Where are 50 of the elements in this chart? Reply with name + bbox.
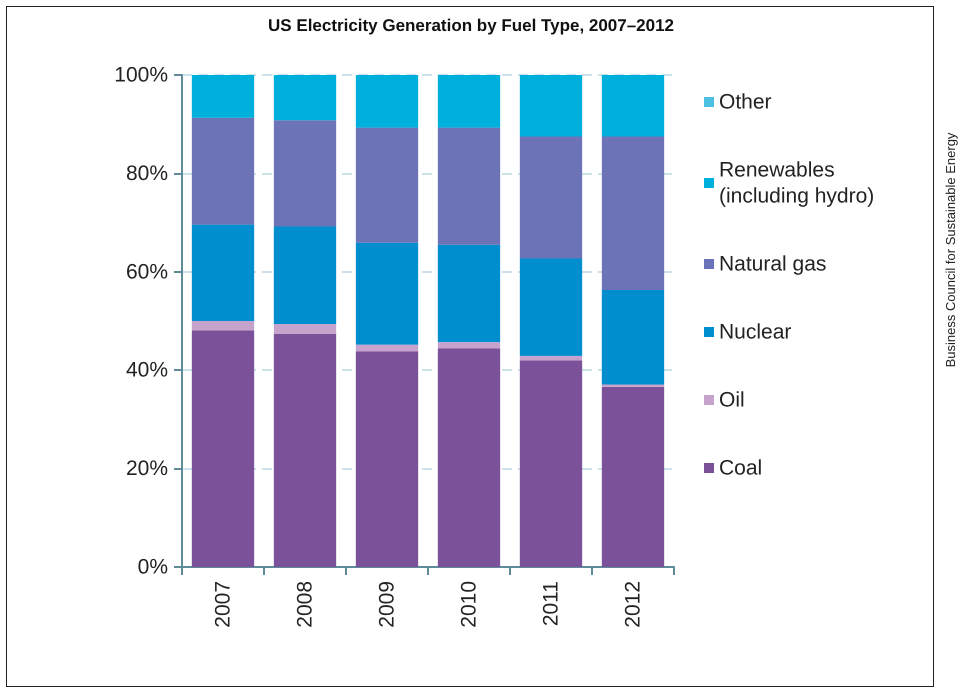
bar <box>438 244 500 342</box>
x-tick-label: 2012 <box>622 581 644 628</box>
bar <box>520 258 582 356</box>
y-tick-label: 100% <box>114 64 168 86</box>
bar <box>520 136 582 259</box>
chart-title: US Electricity Generation by Fuel Type, 2007–2012 <box>268 16 674 35</box>
bar <box>192 330 254 567</box>
bar <box>602 136 664 290</box>
bar <box>356 242 418 345</box>
bar <box>602 290 664 384</box>
y-tick-label: 20% <box>126 457 168 480</box>
bar <box>274 120 336 227</box>
legend-label: Other <box>719 90 772 114</box>
bar <box>192 75 254 118</box>
bar <box>602 75 664 136</box>
bar <box>602 386 664 567</box>
y-tick-label: 0% <box>138 556 168 578</box>
y-tick-label: 80% <box>126 162 168 185</box>
bar <box>274 226 336 324</box>
bar <box>356 344 418 352</box>
text: Business Council for Sustainable Energy <box>943 132 958 368</box>
legend-label: Renewables (including hydro) <box>719 158 874 208</box>
bar <box>438 75 500 128</box>
legend-label: Coal <box>719 456 762 480</box>
legend-label: Nuclear <box>719 320 792 344</box>
bar <box>438 342 500 349</box>
x-tick-label: 2008 <box>294 581 316 628</box>
bar <box>356 352 418 567</box>
x-tick-label: 2011 <box>540 581 562 626</box>
legend-label: Oil <box>719 388 745 412</box>
bar <box>602 384 664 387</box>
bar <box>274 334 336 567</box>
x-tick-label: 2010 <box>458 581 480 628</box>
bar <box>438 348 500 567</box>
bar <box>438 128 500 245</box>
x-tick-label: 2009 <box>376 581 398 628</box>
bar <box>356 75 418 128</box>
legend-label: Natural gas <box>719 252 826 276</box>
bar <box>520 356 582 360</box>
y-tick-label: 60% <box>126 260 168 284</box>
bar <box>356 128 418 243</box>
bar <box>520 360 582 567</box>
bar <box>520 75 582 136</box>
bar <box>192 118 254 225</box>
bar <box>274 75 336 120</box>
y-tick-label: 40% <box>126 358 168 382</box>
bar <box>192 224 254 321</box>
bar <box>192 321 254 330</box>
bar <box>274 324 336 334</box>
x-tick-label: 2007 <box>212 581 234 628</box>
